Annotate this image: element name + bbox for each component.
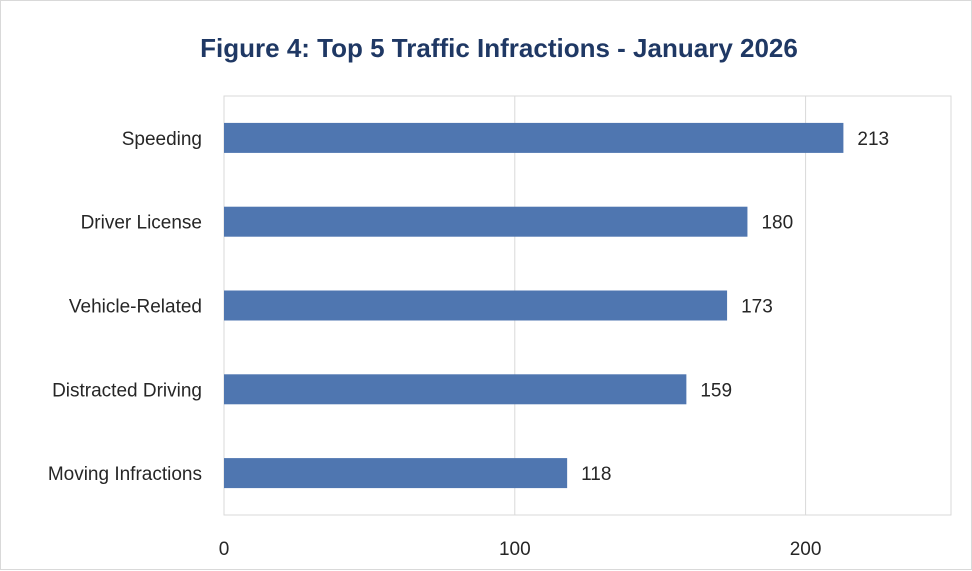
category-label: Distracted Driving bbox=[52, 380, 202, 401]
data-label: 173 bbox=[741, 297, 773, 318]
x-tick-label: 0 bbox=[219, 539, 230, 560]
x-tick-labels: 0 100 200 bbox=[219, 539, 822, 560]
bar bbox=[224, 290, 728, 321]
data-label: 180 bbox=[761, 213, 793, 234]
x-tick-label: 200 bbox=[790, 539, 822, 560]
category-label: Speeding bbox=[122, 129, 202, 150]
x-tick-label: 100 bbox=[499, 539, 531, 560]
category-label: Moving Infractions bbox=[48, 464, 202, 485]
data-label: 159 bbox=[700, 380, 732, 401]
data-label: 118 bbox=[581, 464, 611, 485]
bar bbox=[224, 206, 748, 237]
category-label: Vehicle-Related bbox=[69, 297, 202, 318]
data-labels: 213 180 173 159 118 bbox=[581, 129, 889, 485]
bar bbox=[224, 458, 568, 489]
data-label: 213 bbox=[857, 129, 889, 150]
chart-title: Figure 4: Top 5 Traffic Infractions - Ja… bbox=[200, 33, 798, 63]
bars bbox=[224, 122, 844, 489]
category-labels: Speeding Driver License Vehicle-Related Dis… bbox=[48, 129, 202, 485]
category-label: Driver License bbox=[81, 213, 202, 234]
bar bbox=[224, 122, 844, 153]
bar bbox=[224, 374, 687, 405]
